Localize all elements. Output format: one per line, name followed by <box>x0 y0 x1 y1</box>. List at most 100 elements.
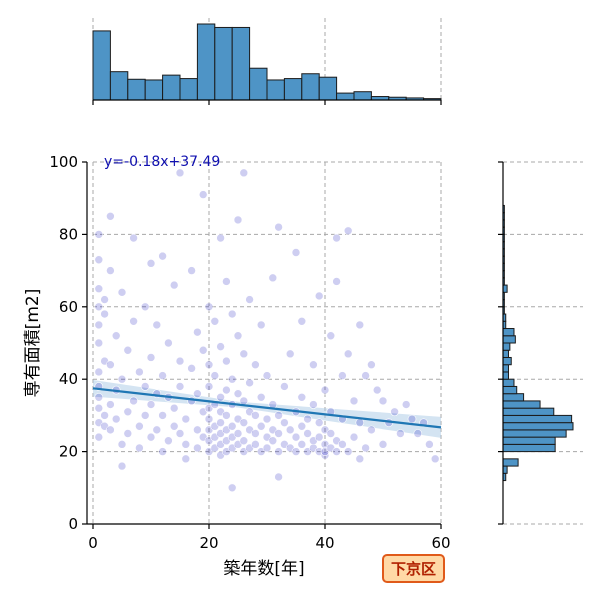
data-point <box>106 425 115 435</box>
data-point <box>314 291 324 301</box>
data-point <box>251 411 260 420</box>
top-hist-bar <box>283 78 303 101</box>
data-point <box>430 454 440 464</box>
data-point <box>181 414 191 424</box>
data-point <box>239 396 249 406</box>
confidence-band <box>93 380 441 438</box>
top-hist-bar <box>249 67 268 101</box>
y-tick-label: 100 <box>49 153 78 171</box>
data-point <box>256 392 266 402</box>
data-point <box>367 360 376 370</box>
right-hist-bar <box>502 429 567 438</box>
top-hist-bar <box>301 73 320 101</box>
data-point <box>106 212 115 221</box>
data-point <box>349 432 359 442</box>
x-axis-label: 築年数[年] <box>223 559 304 579</box>
data-point <box>343 349 353 359</box>
data-point <box>251 440 260 449</box>
top-hist-bar <box>266 79 285 101</box>
data-point <box>216 418 225 427</box>
data-point <box>245 378 254 388</box>
data-point <box>140 382 150 391</box>
data-point <box>309 360 318 370</box>
data-point <box>291 432 301 442</box>
data-point <box>314 418 324 427</box>
data-point <box>169 280 179 290</box>
right-hist-bar <box>502 436 556 445</box>
data-point <box>251 360 260 370</box>
data-point <box>94 320 104 330</box>
data-point <box>274 472 283 482</box>
data-point <box>291 447 301 456</box>
data-point <box>216 233 225 243</box>
regression-equation: y=-0.18x+37.49 <box>104 154 220 170</box>
right-hist-bar <box>502 458 519 467</box>
data-point <box>175 168 185 178</box>
data-point <box>343 226 353 236</box>
y-tick-label: 40 <box>59 370 78 388</box>
data-point <box>94 338 104 348</box>
data-point <box>239 436 249 446</box>
data-point <box>140 411 150 420</box>
top-hist-bar <box>127 78 146 101</box>
right-hist-bar <box>502 335 516 344</box>
data-point <box>251 429 260 438</box>
data-point <box>355 418 365 427</box>
right-hist-bar <box>502 328 515 337</box>
data-point <box>297 440 307 449</box>
top-hist-bar <box>231 26 251 101</box>
right-hist-bar <box>502 284 508 293</box>
data-point <box>320 385 330 395</box>
data-point <box>164 338 173 348</box>
data-point <box>152 425 162 435</box>
data-point <box>314 432 324 442</box>
data-point <box>175 356 185 366</box>
data-point <box>146 400 156 409</box>
ward-badge: 下京区 <box>382 554 445 583</box>
data-point <box>175 429 185 438</box>
data-point <box>187 266 196 275</box>
data-point <box>135 443 144 453</box>
data-point <box>100 295 109 304</box>
data-point <box>297 316 307 326</box>
data-point <box>285 349 295 359</box>
data-point <box>326 331 336 341</box>
data-point <box>309 400 318 409</box>
top-hist-bar <box>196 23 216 101</box>
data-point <box>262 414 272 424</box>
data-point <box>355 454 365 464</box>
data-point <box>367 425 376 435</box>
data-point <box>233 389 243 398</box>
data-point <box>158 251 167 261</box>
data-point <box>280 418 289 427</box>
data-point <box>338 440 347 449</box>
data-point <box>222 277 231 286</box>
data-point <box>378 440 388 449</box>
data-point <box>94 255 104 265</box>
data-point <box>332 277 341 286</box>
right-hist-bar <box>502 364 509 373</box>
data-point <box>378 396 388 406</box>
data-point <box>94 403 104 413</box>
data-point <box>303 429 312 438</box>
data-point <box>146 353 156 362</box>
top-hist-bar <box>318 76 338 101</box>
y-tick-label: 20 <box>59 443 78 461</box>
regression-line <box>92 387 442 429</box>
data-point <box>256 320 266 330</box>
x-tick-label: 40 <box>315 534 334 552</box>
right-hist-bar <box>502 378 515 387</box>
data-point <box>204 360 214 370</box>
data-point <box>204 382 214 391</box>
top-hist-bar <box>92 30 111 101</box>
top-hist-bar <box>353 91 372 101</box>
right-hist-bar <box>502 414 573 424</box>
data-point <box>274 222 283 232</box>
data-point <box>326 429 336 438</box>
data-point <box>123 407 133 417</box>
data-point <box>338 371 347 380</box>
data-point <box>222 411 231 420</box>
right-hist-bar <box>502 349 509 358</box>
data-point <box>227 374 237 384</box>
